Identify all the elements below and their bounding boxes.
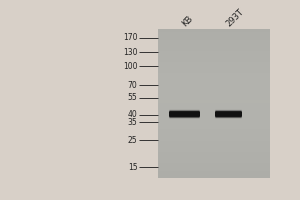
Bar xyxy=(158,111,270,115)
Bar xyxy=(158,51,270,55)
Bar xyxy=(158,47,270,51)
Bar xyxy=(158,29,270,32)
Bar xyxy=(158,159,270,163)
Text: 35: 35 xyxy=(128,118,137,127)
Bar xyxy=(158,156,270,159)
Bar xyxy=(158,77,270,81)
Bar xyxy=(158,70,270,73)
Bar xyxy=(158,92,270,96)
Text: 40: 40 xyxy=(128,110,137,119)
Bar xyxy=(158,55,270,58)
Bar xyxy=(158,122,270,126)
Bar xyxy=(158,107,270,111)
Text: 130: 130 xyxy=(123,48,137,57)
Bar xyxy=(158,129,270,133)
Bar xyxy=(158,133,270,137)
Bar xyxy=(158,118,270,122)
Bar xyxy=(158,58,270,62)
Bar xyxy=(158,163,270,167)
Bar xyxy=(158,96,270,100)
Bar xyxy=(158,167,270,171)
Text: 25: 25 xyxy=(128,136,137,145)
Bar xyxy=(158,144,270,148)
Bar xyxy=(158,174,270,178)
Bar xyxy=(158,171,270,174)
Bar xyxy=(158,29,270,178)
Bar xyxy=(158,152,270,156)
Bar xyxy=(158,85,270,88)
Bar xyxy=(158,88,270,92)
Text: 55: 55 xyxy=(128,93,137,102)
Bar xyxy=(158,44,270,47)
Bar xyxy=(158,100,270,103)
Bar xyxy=(158,40,270,44)
Bar xyxy=(158,73,270,77)
Bar xyxy=(158,126,270,129)
Text: 293T: 293T xyxy=(224,7,245,29)
Bar xyxy=(158,81,270,85)
Bar xyxy=(158,148,270,152)
Bar xyxy=(158,103,270,107)
Text: 100: 100 xyxy=(123,62,137,71)
Text: 170: 170 xyxy=(123,33,137,42)
Bar xyxy=(158,141,270,144)
Bar xyxy=(158,32,270,36)
Bar xyxy=(158,62,270,66)
Text: 15: 15 xyxy=(128,163,137,172)
Bar xyxy=(158,36,270,40)
Text: KB: KB xyxy=(180,14,194,29)
Bar xyxy=(158,66,270,70)
Text: 70: 70 xyxy=(128,81,137,90)
Bar xyxy=(158,115,270,118)
Bar xyxy=(158,137,270,141)
